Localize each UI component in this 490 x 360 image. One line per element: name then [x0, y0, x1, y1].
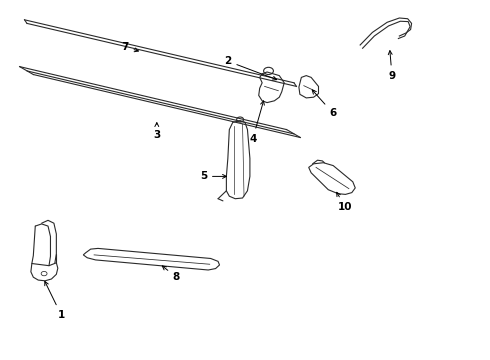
Text: 9: 9	[388, 51, 395, 81]
Text: 2: 2	[224, 56, 277, 80]
Text: 10: 10	[337, 192, 353, 212]
Text: 7: 7	[121, 42, 138, 52]
Text: 6: 6	[312, 90, 337, 118]
Text: 4: 4	[249, 101, 264, 144]
Text: 8: 8	[162, 266, 180, 282]
Text: 3: 3	[153, 123, 160, 140]
Text: 1: 1	[45, 282, 65, 320]
Text: 5: 5	[200, 171, 226, 181]
